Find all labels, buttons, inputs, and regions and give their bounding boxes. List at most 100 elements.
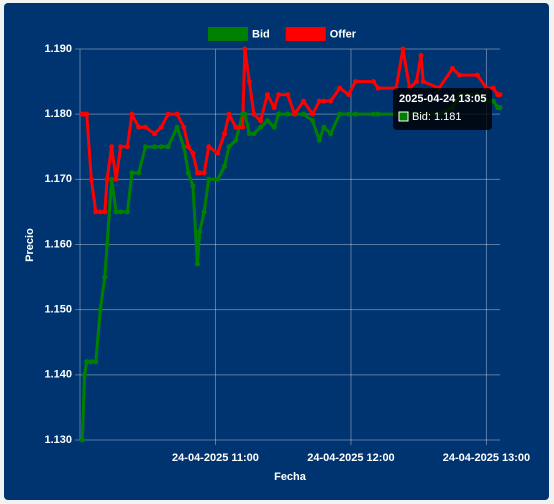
- data-point: [82, 372, 88, 378]
- data-point: [474, 72, 480, 78]
- data-point: [301, 111, 307, 117]
- data-point: [194, 261, 200, 267]
- data-point: [118, 144, 124, 150]
- data-point: [197, 170, 203, 176]
- data-point: [185, 170, 191, 176]
- data-point: [152, 131, 158, 137]
- y-tick-label: 1.130: [44, 434, 72, 446]
- data-point: [285, 111, 291, 117]
- data-point: [328, 131, 334, 137]
- data-point: [316, 98, 322, 104]
- data-point: [88, 359, 94, 365]
- data-point: [152, 144, 158, 150]
- data-point: [97, 307, 103, 313]
- data-point: [129, 170, 135, 176]
- data-point: [375, 85, 381, 91]
- data-point: [346, 92, 352, 98]
- y-tick-label: 1.190: [44, 43, 72, 55]
- data-point: [271, 105, 277, 111]
- legend-swatch: [285, 27, 326, 41]
- data-point: [264, 92, 270, 98]
- data-point: [165, 111, 171, 117]
- chart-background: [4, 3, 549, 500]
- data-point: [276, 92, 282, 98]
- data-point: [104, 242, 110, 247]
- data-point: [337, 111, 343, 117]
- data-point: [215, 150, 221, 156]
- legend-item: Bid: [208, 27, 270, 41]
- data-point: [102, 209, 108, 215]
- tooltip-box: [393, 88, 492, 130]
- data-point: [113, 176, 119, 182]
- data-point: [124, 144, 130, 150]
- data-point: [321, 98, 327, 104]
- data-point: [246, 79, 252, 85]
- y-tick-label: 1.160: [44, 238, 72, 250]
- data-point: [450, 66, 456, 72]
- data-point: [136, 124, 142, 130]
- data-point: [118, 209, 124, 215]
- data-point: [246, 131, 252, 137]
- x-tick-label: 24-04-2025 13:00: [443, 452, 530, 464]
- data-point: [418, 53, 424, 59]
- data-point: [276, 111, 282, 117]
- data-point: [226, 111, 232, 117]
- data-point: [310, 118, 316, 124]
- data-point: [129, 111, 135, 117]
- y-tick-label: 1.140: [44, 369, 72, 381]
- data-point: [285, 92, 291, 98]
- data-point: [165, 144, 171, 150]
- y-tick-label: 1.180: [44, 108, 72, 120]
- data-point: [206, 176, 212, 182]
- data-point: [222, 131, 228, 137]
- data-point: [413, 79, 419, 85]
- y-tick-label: 1.170: [44, 173, 72, 185]
- data-point: [158, 144, 164, 150]
- data-point: [174, 124, 180, 130]
- x-tick-label: 24-04-2025 11:00: [172, 452, 259, 464]
- legend-swatch: [208, 27, 248, 41]
- y-tick-label: 1.150: [44, 304, 72, 316]
- data-point: [206, 144, 212, 150]
- data-point: [251, 131, 257, 137]
- data-point: [346, 111, 352, 117]
- data-point: [316, 137, 322, 143]
- data-point: [174, 111, 180, 117]
- data-point: [84, 111, 90, 117]
- tooltip-text: Bid: 1.181: [412, 111, 462, 123]
- legend-item: Offer: [285, 27, 357, 41]
- x-axis-label: Fecha: [274, 471, 307, 483]
- data-point: [371, 79, 377, 85]
- data-point: [102, 274, 108, 280]
- data-point: [197, 228, 203, 234]
- data-point: [352, 79, 358, 85]
- data-point: [497, 92, 503, 98]
- data-point: [490, 85, 496, 91]
- tooltip-title: 2025-04-24 13:05: [399, 93, 486, 105]
- data-point: [242, 46, 248, 52]
- grid: 1.130 1.140 1.150 1.160 1.170 1.180 1.190 24-04…: [44, 43, 530, 464]
- legend-label: Bid: [252, 28, 270, 40]
- data-point: [158, 124, 164, 130]
- tooltip: 2025-04-24 13:05 Bid: 1.181: [393, 88, 492, 130]
- legend: Bid Offer: [208, 27, 357, 41]
- data-point: [104, 176, 110, 182]
- data-point: [371, 111, 377, 117]
- data-point: [222, 163, 228, 169]
- data-point: [420, 79, 426, 85]
- data-point: [352, 111, 358, 117]
- data-point: [190, 183, 196, 189]
- legend-label: Offer: [330, 28, 357, 40]
- data-point: [181, 144, 187, 150]
- data-point: [251, 111, 257, 117]
- data-point: [109, 144, 115, 150]
- data-point: [337, 85, 343, 91]
- data-point: [93, 209, 99, 215]
- data-point: [258, 124, 264, 130]
- data-point: [271, 124, 277, 130]
- data-point: [136, 170, 142, 176]
- data-point: [93, 359, 99, 365]
- data-point: [264, 118, 270, 124]
